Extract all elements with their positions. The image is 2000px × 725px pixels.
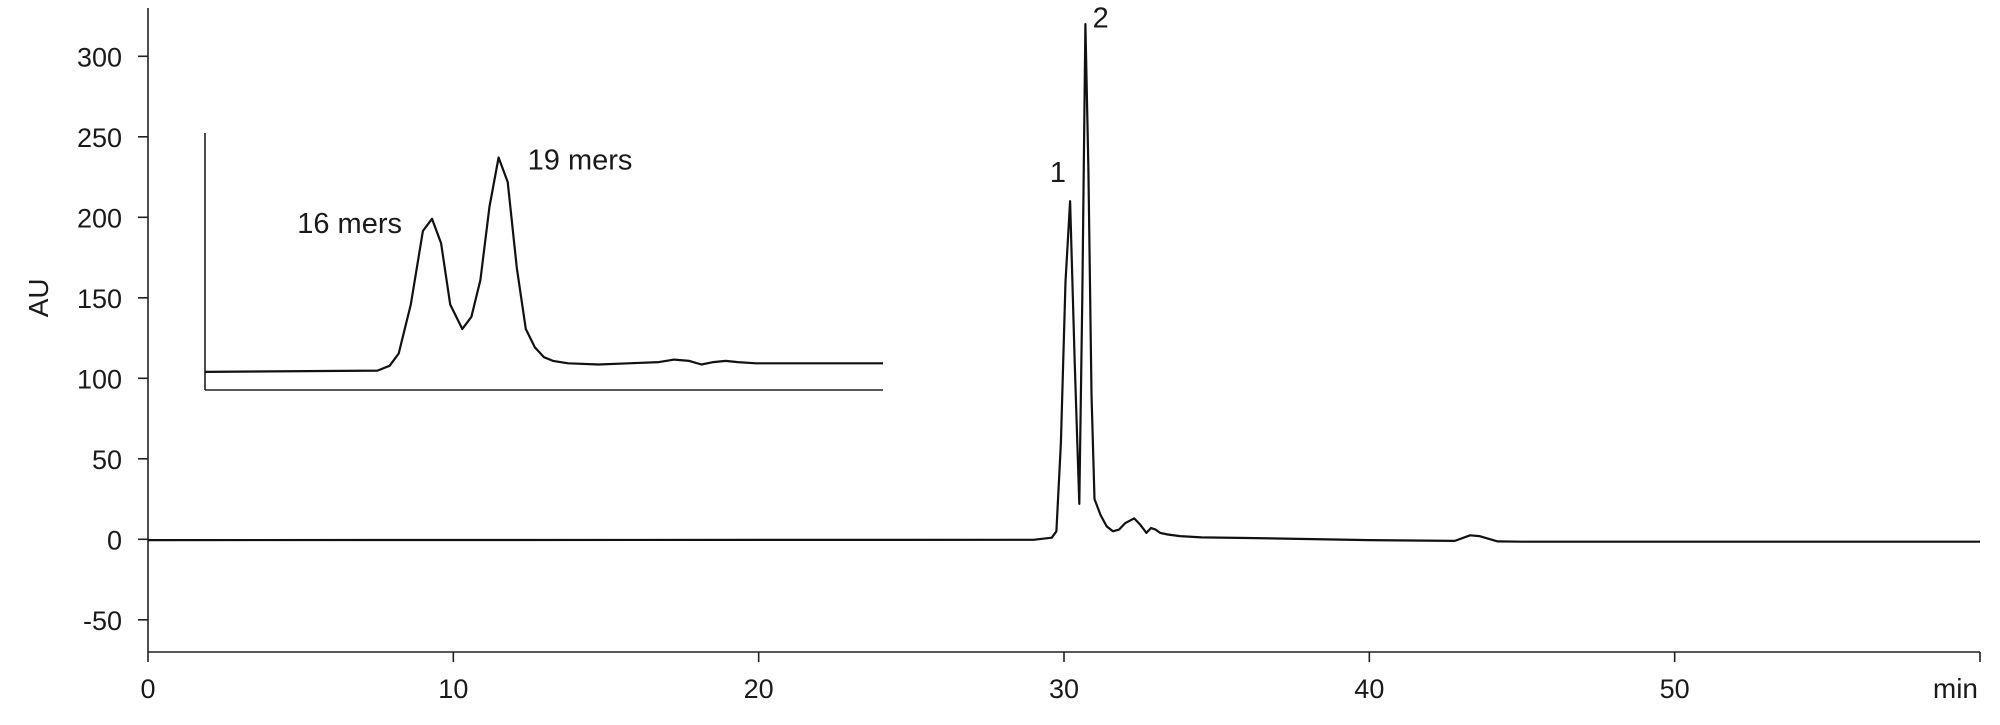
x-axis-title: min [1933, 673, 1978, 704]
inset-trace [204, 156, 883, 373]
main-trace [147, 23, 1980, 543]
y-axis-title: AU [23, 278, 54, 317]
x-tick-label: 30 [1049, 674, 1079, 704]
y-tick-label: 100 [77, 364, 122, 394]
y-tick-label: 250 [77, 123, 122, 153]
y-tick-label: -50 [83, 606, 122, 636]
y-tick-label: 50 [92, 445, 122, 475]
inset-chromatogram: 16 mers 19 mers [204, 133, 883, 391]
x-tick-label: 40 [1354, 674, 1384, 704]
y-axis-ticks: -50 0 50 100 150 200 250 300 [77, 42, 148, 636]
x-tick-label: 20 [744, 674, 774, 704]
y-tick-label: 200 [77, 203, 122, 233]
x-tick-label: 0 [140, 674, 155, 704]
peak-label-2: 2 [1093, 2, 1109, 34]
x-axis-ticks: 0 10 20 30 40 50 [140, 652, 1981, 704]
peak-label-1: 1 [1050, 157, 1066, 189]
inset-peak-label-19-mers: 19 mers [528, 145, 633, 177]
y-tick-label: 150 [77, 284, 122, 314]
y-tick-label: 300 [77, 42, 122, 72]
y-tick-label: 0 [107, 525, 122, 555]
x-tick-label: 10 [438, 674, 468, 704]
x-tick-label: 50 [1660, 674, 1690, 704]
inset-peak-label-16-mers: 16 mers [297, 208, 402, 240]
